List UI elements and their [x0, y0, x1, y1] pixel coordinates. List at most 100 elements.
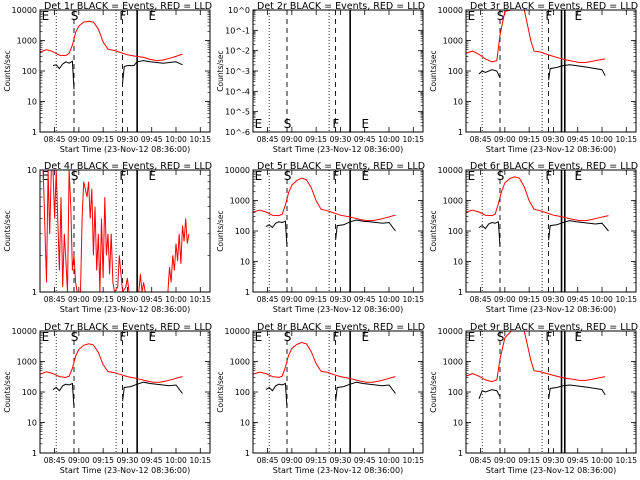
y-tick-label: 10000	[438, 6, 463, 15]
y-tick-label: 10	[27, 98, 37, 107]
x-tick-label: 09:45	[567, 456, 589, 465]
event-rate-line	[548, 64, 606, 81]
y-tick-label: 10000	[225, 327, 250, 336]
detector-panel-2: Det 2r BLACK = Events, RED = LLD Counts/s…	[216, 1, 425, 154]
y-tick-label: 10000	[438, 166, 463, 175]
phase-letter: F	[119, 330, 126, 344]
x-tick-label: 09:00	[494, 135, 516, 144]
y-tick-label: 100	[22, 388, 37, 397]
phase-letter: F	[119, 9, 126, 23]
y-tick-label: 10^-2	[225, 47, 250, 56]
phase-letter: E	[42, 169, 50, 183]
y-tick-label: 10000	[12, 6, 37, 15]
x-tick-label: 10:00	[165, 295, 187, 304]
y-axis-label: Counts/sec	[216, 371, 225, 412]
x-tick-label: 10:15	[189, 295, 211, 304]
y-tick-label: 10000	[12, 327, 37, 336]
x-tick-label: 09:15	[305, 295, 327, 304]
phase-letter: S	[284, 117, 292, 131]
phase-letter: E	[574, 330, 582, 344]
y-tick-label: 100	[235, 388, 250, 397]
x-axis-label: Start Time (23-Nov-12 08:36:00)	[486, 145, 616, 154]
lld-rate-line	[466, 176, 609, 222]
y-tick-label: 1	[458, 288, 463, 297]
y-tick-label: 10	[453, 258, 463, 267]
x-axis-label: Start Time (23-Nov-12 08:36:00)	[273, 466, 403, 475]
phase-letter: F	[119, 169, 126, 183]
y-tick-label: 10	[27, 419, 37, 428]
phase-letter: E	[361, 117, 369, 131]
phase-letter: F	[332, 117, 339, 131]
phase-letter: S	[497, 169, 505, 183]
x-tick-label: 09:00	[281, 135, 303, 144]
y-tick-label: 10^-4	[225, 87, 250, 96]
x-axis-label: Start Time (23-Nov-12 08:36:00)	[60, 305, 190, 314]
phase-letter: F	[332, 169, 339, 183]
detector-panel-1: Det 1r BLACK = Events, RED = LLD Counts/s…	[3, 1, 212, 154]
x-tick-label: 08:45	[44, 295, 66, 304]
y-tick-label: 1	[458, 128, 463, 137]
x-tick-label: 09:00	[68, 135, 90, 144]
x-tick-label: 09:00	[281, 456, 303, 465]
panel-title: Det 7r BLACK = Events, RED = LLD	[44, 322, 212, 333]
detector-panel-3: Det 3r BLACK = Events, RED = LLD Counts/s…	[429, 1, 638, 154]
x-tick-label: 10:15	[615, 135, 637, 144]
y-tick-label: 1	[32, 128, 37, 137]
x-axis-label: Start Time (23-Nov-12 08:36:00)	[486, 466, 616, 475]
x-tick-label: 10:00	[378, 135, 400, 144]
phase-letter: S	[497, 330, 505, 344]
x-tick-label: 08:45	[44, 135, 66, 144]
y-tick-label: 100	[22, 67, 37, 76]
x-tick-label: 10:15	[615, 295, 637, 304]
event-rate-line	[122, 381, 183, 402]
x-tick-label: 09:15	[92, 456, 114, 465]
plot-frame	[252, 330, 424, 454]
plot-frame	[252, 9, 424, 133]
phase-letter: S	[71, 169, 79, 183]
x-tick-label: 09:45	[354, 456, 376, 465]
event-rate-line	[335, 381, 396, 402]
y-axis-label: Counts/sec	[216, 210, 225, 251]
x-tick-label: 09:45	[141, 295, 163, 304]
y-tick-label: 1000	[230, 197, 250, 206]
y-tick-label: 1000	[17, 37, 37, 46]
y-tick-label: 1000	[230, 358, 250, 367]
y-tick-label: 10^-5	[225, 108, 250, 117]
panel-title: Det 6r BLACK = Events, RED = LLD	[470, 161, 638, 172]
detector-panel-8: Det 8r BLACK = Events, RED = LLD Counts/s…	[216, 322, 425, 475]
event-rate-line	[548, 220, 609, 241]
detector-panel-9: Det 9r BLACK = Events, RED = LLD Counts/s…	[429, 322, 638, 475]
x-tick-label: 09:00	[68, 295, 90, 304]
panel-title: Det 2r BLACK = Events, RED = LLD	[257, 1, 425, 12]
y-tick-label: 1000	[17, 358, 37, 367]
phase-letter: S	[284, 330, 292, 344]
phase-letter: S	[71, 9, 79, 23]
y-tick-label: 100	[448, 67, 463, 76]
x-tick-label: 10:00	[378, 295, 400, 304]
phase-letter: F	[545, 169, 552, 183]
phase-letter: E	[148, 330, 156, 344]
y-axis-label: Counts/sec	[3, 371, 12, 412]
phase-letter: E	[574, 9, 582, 23]
y-tick-label: 1	[32, 288, 37, 297]
plot-frame	[465, 169, 637, 293]
phase-letter: E	[148, 9, 156, 23]
phase-letter: F	[545, 330, 552, 344]
x-tick-label: 09:15	[305, 135, 327, 144]
phase-letter: S	[497, 9, 505, 23]
detector-panel-7: Det 7r BLACK = Events, RED = LLD Counts/s…	[3, 322, 212, 475]
phase-letter: E	[255, 330, 263, 344]
panel-title: Det 9r BLACK = Events, RED = LLD	[470, 322, 638, 333]
event-rate-line	[52, 382, 75, 408]
y-tick-label: 100	[235, 227, 250, 236]
x-tick-label: 10:00	[165, 135, 187, 144]
phase-letter: E	[148, 169, 156, 183]
x-tick-label: 10:15	[615, 456, 637, 465]
x-tick-label: 09:00	[494, 456, 516, 465]
detector-panel-6: Det 6r BLACK = Events, RED = LLD Counts/s…	[429, 161, 638, 314]
x-tick-label: 09:30	[330, 135, 352, 144]
panel-title: Det 3r BLACK = Events, RED = LLD	[470, 1, 638, 12]
x-tick-label: 09:30	[117, 295, 139, 304]
y-tick-label: 100	[448, 227, 463, 236]
